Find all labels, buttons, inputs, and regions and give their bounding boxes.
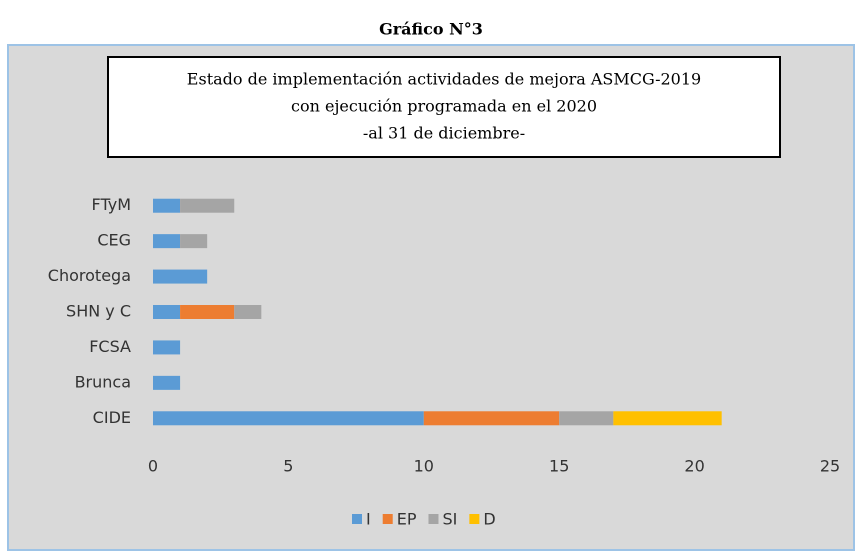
bar-segment [153,198,181,213]
chart-title: con ejecución programada en el 2020 [291,97,597,116]
bar-segment [153,340,181,355]
legend-label: SI [442,510,457,529]
x-tick-label: 20 [684,457,704,476]
legend-swatch [382,514,393,524]
bar-segment [613,411,722,426]
y-tick-label: Brunca [75,372,131,391]
y-tick-label: FTyM [92,195,131,214]
legend-label: I [366,510,371,529]
bar-segment [153,305,181,319]
page-heading: Gráfico N°3 [379,20,483,39]
y-tick-label: CIDE [93,408,131,427]
title-box [107,56,781,158]
x-tick-label: 15 [549,457,569,476]
chart-title: -al 31 de diciembre- [363,124,525,143]
y-tick-label: FCSA [89,337,131,356]
y-tick-label: Chorotega [48,266,131,285]
legend-swatch [428,514,439,524]
bar-segment [153,234,181,249]
bar-segment [559,411,614,426]
bar-segment [423,411,560,426]
x-tick-label: 0 [148,457,158,476]
legend-swatch [469,514,480,524]
chart-title: Estado de implementación actividades de … [187,70,701,89]
bar-segment [180,305,235,319]
y-tick-label: CEG [97,231,131,250]
y-tick-label: SHN y C [66,302,131,321]
bar-segment [180,234,208,249]
bar-segment [180,198,235,213]
bar-segment [153,269,208,284]
bar-segment [153,411,424,426]
x-tick-label: 10 [414,457,434,476]
x-tick-label: 5 [283,457,293,476]
x-tick-label: 25 [820,457,840,476]
legend-swatch [352,514,362,524]
bar-segment [234,305,262,319]
legend-label: D [483,510,495,529]
bar-segment [153,375,181,390]
legend-label: EP [397,510,417,529]
